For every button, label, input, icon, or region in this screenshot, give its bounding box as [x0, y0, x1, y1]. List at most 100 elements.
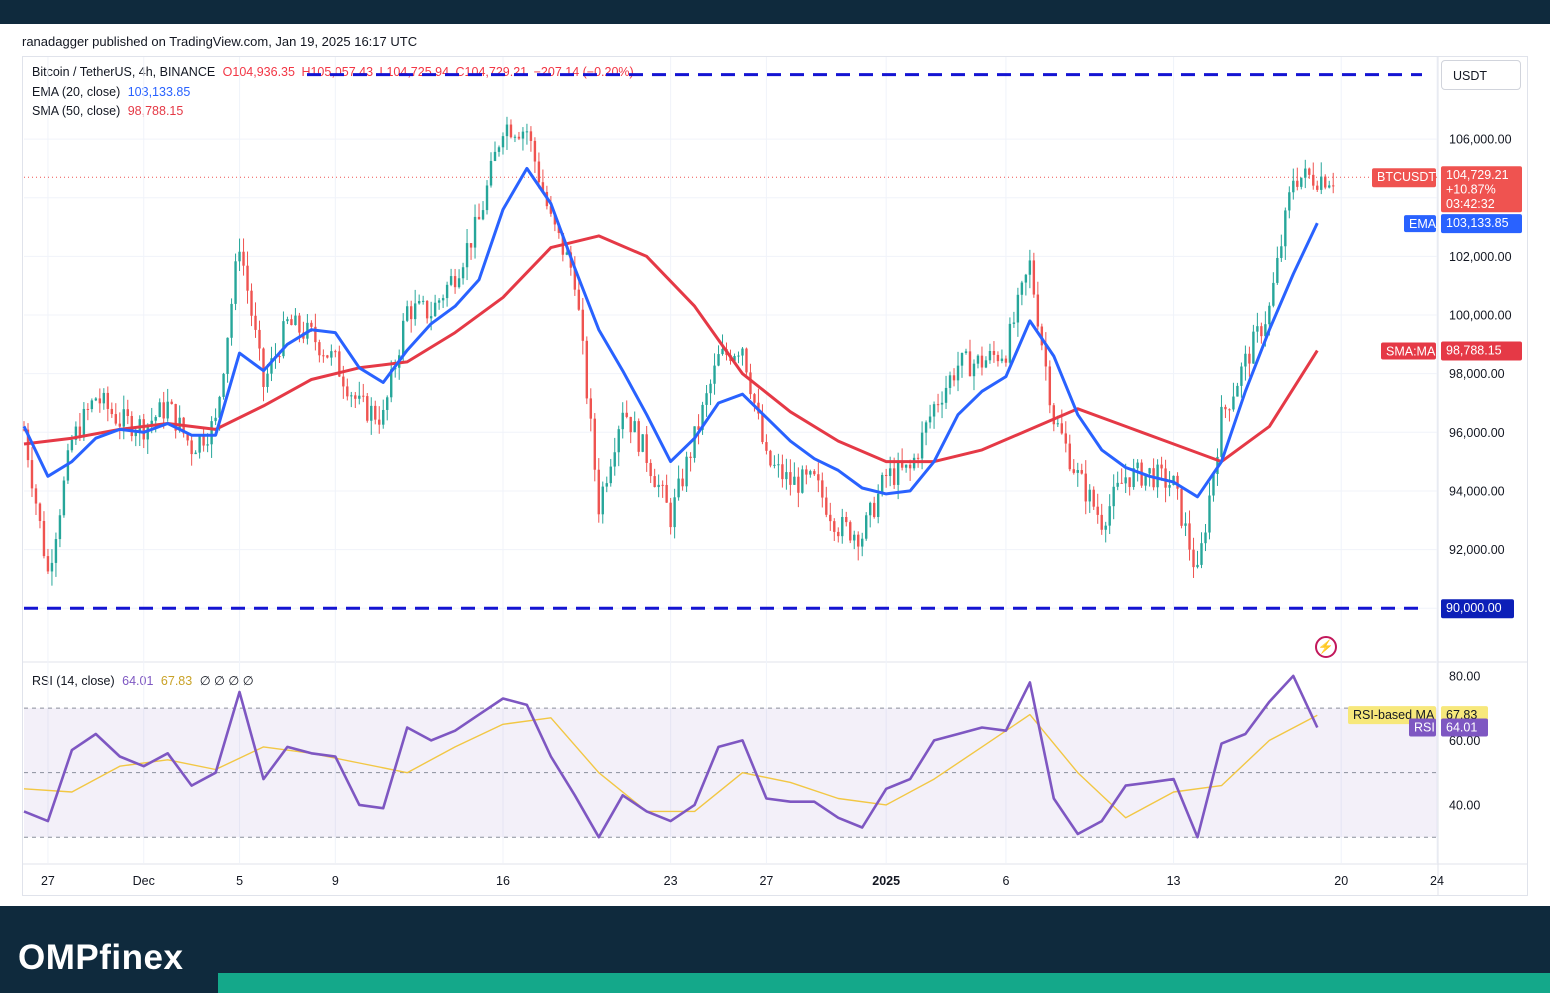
candle-body — [876, 493, 880, 517]
candle-body — [346, 386, 349, 397]
candle-body — [753, 394, 756, 403]
candle-body — [813, 471, 816, 475]
candle-body — [258, 329, 261, 349]
candle-body — [154, 416, 157, 421]
candle-body — [477, 216, 481, 220]
candle-body — [837, 531, 840, 537]
legend-rsi[interactable]: RSI (14, close) 64.01 67.83 ∅ ∅ ∅ ∅ — [32, 673, 254, 688]
btc-price-tag-text: 104,729.21 — [1446, 168, 1509, 182]
candle-body — [829, 514, 832, 522]
legend-rsi-extra: ∅ ∅ ∅ ∅ — [199, 674, 254, 688]
candle-body — [833, 521, 836, 532]
candle-body — [1092, 489, 1095, 507]
candle-body — [318, 342, 321, 356]
candle-body — [278, 356, 281, 358]
candle-body — [266, 373, 269, 387]
candle-body — [322, 355, 325, 357]
candle-body — [1060, 423, 1063, 434]
candle-body — [485, 185, 489, 211]
candle-body — [38, 503, 42, 521]
candle-body — [701, 404, 704, 430]
candle-body — [1304, 168, 1307, 178]
candle-body — [350, 395, 353, 397]
btc-label-tag-bg — [1372, 168, 1436, 188]
candle-body — [74, 426, 78, 440]
candle-body — [1156, 464, 1159, 488]
candle-body — [190, 440, 193, 455]
candle-body — [665, 484, 668, 503]
candle-body — [625, 412, 628, 417]
candle-body — [1100, 514, 1103, 530]
rsi-pane — [24, 707, 1437, 838]
horizontal-levels — [24, 73, 1437, 610]
candle-body — [948, 375, 952, 388]
y-tick-label: 92,000.00 — [1449, 543, 1505, 557]
sma-label-tag-bg — [1381, 342, 1436, 360]
candle-body — [114, 414, 118, 424]
candle-body — [1072, 469, 1075, 473]
candle-body — [980, 355, 984, 368]
btc-label-tag: BTCUSDT — [1372, 168, 1436, 188]
legend-sma[interactable]: SMA (50, close) 98,788.15 — [32, 104, 183, 118]
candle-body — [821, 480, 824, 498]
candle-body — [505, 124, 509, 137]
x-tick-label: 16 — [496, 874, 510, 888]
candle-body — [166, 401, 169, 419]
candle-body — [1068, 443, 1071, 470]
candle-body — [1048, 366, 1052, 406]
candle-body — [533, 140, 537, 162]
sma-price-tag: 98,788.15 — [1441, 341, 1522, 361]
candle-body — [1240, 366, 1243, 386]
candle-body — [497, 147, 501, 152]
candle-body — [601, 486, 604, 515]
candle-body — [222, 373, 225, 397]
candle-body — [1144, 473, 1147, 486]
rsi-price-tag: 64.01 — [1441, 718, 1488, 737]
candle-body — [70, 439, 74, 451]
rsi-price-tag-bg — [1441, 718, 1488, 737]
candle-body — [198, 435, 201, 453]
btc-price-tag-bg — [1441, 166, 1522, 213]
candle-body — [553, 213, 557, 225]
candle-body — [1272, 282, 1275, 306]
candle-body — [94, 398, 98, 401]
candle-body — [884, 474, 888, 477]
candle-body — [869, 502, 872, 516]
candle-body — [737, 355, 740, 357]
sma-line — [23, 234, 1319, 464]
candle-body — [1308, 168, 1311, 175]
candle-body — [401, 320, 405, 356]
candle-body — [310, 322, 313, 327]
candle-body — [801, 469, 804, 493]
candle-body — [1200, 543, 1203, 565]
candle-body — [1168, 485, 1171, 488]
candle-body — [1076, 470, 1079, 473]
candle-body — [605, 483, 608, 487]
candle-body — [78, 426, 82, 438]
candle-body — [330, 351, 333, 358]
legend-symbol[interactable]: Bitcoin / TetherUS, 4h, BINANCE — [32, 65, 216, 79]
candle-body — [880, 474, 884, 494]
currency-button[interactable]: USDT — [1441, 60, 1521, 90]
legend-sma-value: 98,788.15 — [127, 104, 184, 118]
candle-body — [226, 337, 229, 374]
candle-body — [1224, 406, 1227, 410]
rsi-label-tag: RSI — [1409, 718, 1436, 737]
candle-body — [254, 315, 257, 330]
candle-body — [705, 393, 708, 405]
flash-icon[interactable]: ⚡ — [1315, 636, 1337, 658]
candle-body — [717, 354, 720, 366]
candle-body — [825, 497, 828, 515]
candle-body — [597, 469, 600, 515]
candle-body — [46, 556, 50, 572]
candle-body — [1320, 176, 1323, 190]
candle-body — [481, 210, 485, 220]
candle-body — [1164, 468, 1167, 488]
candle-body — [1160, 464, 1163, 469]
candle-body — [174, 404, 177, 431]
candle-body — [110, 408, 114, 415]
candle-body — [1172, 475, 1175, 486]
candle-body — [206, 444, 209, 446]
x-tick-label: 6 — [1002, 874, 1009, 888]
